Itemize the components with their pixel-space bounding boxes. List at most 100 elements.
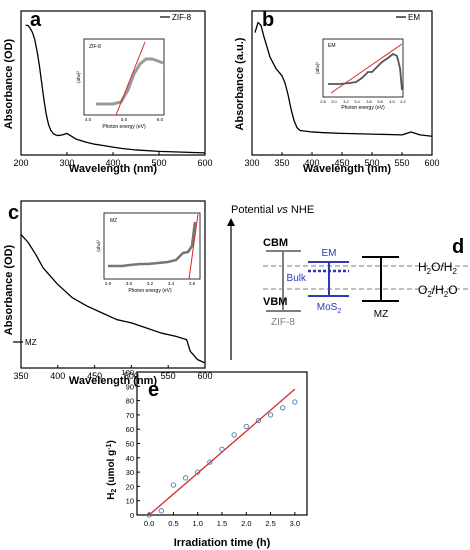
- x-tick-label: 350: [13, 371, 28, 381]
- x-tick-label: 400: [105, 158, 120, 168]
- y-tick-label: 60: [126, 425, 134, 434]
- inset-tick-b-1: 3.0: [331, 99, 337, 104]
- inset-curve-a: [96, 57, 164, 106]
- inset-tick-b-3: 3.4: [354, 99, 360, 104]
- x-tick-label: 500: [151, 158, 166, 168]
- x-tick-label: 2.0: [241, 519, 251, 528]
- legend-label-a: ZIF-8: [172, 13, 192, 22]
- diagram-title: Potential vs NHE: [231, 204, 314, 216]
- x-tick-label: 550: [161, 371, 176, 381]
- x-tick-label: 400: [304, 158, 319, 168]
- x-tick-label: 600: [197, 371, 212, 381]
- inset-frame-a: [83, 38, 165, 116]
- inset-curve-b: [328, 52, 403, 91]
- data-point: [207, 459, 213, 465]
- data-point: [255, 417, 262, 424]
- inset-tick-c-4: 3.6: [189, 281, 196, 286]
- inset-ylabel-c: (αhv)²: [96, 240, 101, 252]
- panel-a: a 200 300 400 500 600 Wavelength (nm) Absorb…: [3, 9, 213, 175]
- inset-tick-c-0: 2.8: [105, 281, 112, 286]
- inset-tick-b-0: 2.8: [320, 99, 326, 104]
- x-tick-label: 2.5: [265, 519, 275, 528]
- data-point: [280, 405, 286, 411]
- x-tick-label: 0.0: [144, 519, 154, 528]
- panel-e: e 0 10 20 30 40 50 60 70 80 90 100 0.0 0.5 1.0 1.5 2.0 2…: [106, 368, 308, 549]
- mz-label: MZ: [374, 309, 388, 320]
- x-tick-label: 1.0: [192, 519, 202, 528]
- x-tick-label: 350: [274, 158, 289, 168]
- series-line: [254, 21, 433, 137]
- legend-label-b: EM: [408, 13, 420, 22]
- x-tick-label: 300: [244, 158, 259, 168]
- data-point: [182, 475, 189, 481]
- panel-b: b 300 350 400 450 500 550 600 Wavelength (nm) …: [234, 9, 440, 175]
- inset-fit-b: [330, 43, 403, 94]
- x-tick-label: 450: [87, 371, 102, 381]
- inset-tick-a-2: 6.0: [157, 117, 164, 122]
- vbm-label: VBM: [263, 296, 287, 308]
- y-tick-label: 40: [126, 454, 134, 463]
- xlabel-c: Wavelength (nm): [69, 375, 158, 387]
- panel-label-e: e: [148, 379, 159, 401]
- x-tick-label: 500: [364, 158, 379, 168]
- y-tick-label: 50: [126, 440, 134, 449]
- inset-fit-a: [115, 41, 146, 116]
- ylabel-b: Absorbance (a.u.): [234, 37, 246, 130]
- x-tick-label: 3.0: [290, 519, 300, 528]
- x-tick-label: 400: [50, 371, 65, 381]
- data-point: [158, 508, 164, 514]
- y-tick-label: 70: [126, 411, 134, 420]
- inset-tick-b-5: 3.8: [377, 99, 383, 104]
- y-tick-label: 0: [130, 511, 134, 520]
- series-line: [20, 233, 206, 364]
- data-point: [195, 469, 201, 475]
- data-point: [170, 482, 177, 488]
- inset-xlabel-a: Photon energy (eV): [102, 124, 146, 130]
- xlabel-e: Irradiation time (h): [174, 537, 271, 549]
- inset-tick-b-4: 3.6: [366, 99, 372, 104]
- xlabel-a: Wavelength (nm): [69, 163, 158, 175]
- inset-tick-b-7: 4.2: [400, 99, 406, 104]
- inset-tick-c-3: 3.4: [168, 281, 175, 286]
- zif8-label: ZIF-8: [271, 317, 295, 328]
- inset-tick-b-2: 3.2: [343, 99, 349, 104]
- panel-c: c 350 400 450 500 550 600 Wavelength (nm) Abs…: [3, 200, 213, 387]
- inset-a: ZIF-8 4.0 5.0 6.0 Photon energy (eV) (αh…: [76, 38, 165, 130]
- inset-b: EM (αhv)² 2.8 3.0 3.2 3.4 3.6 3.8 4.0 4.…: [315, 38, 407, 111]
- mos2-label: MoS2: [317, 302, 342, 315]
- y-tick-label: 10: [126, 497, 134, 506]
- inset-tick-b-6: 4.0: [389, 99, 395, 104]
- inset-c: MZ (αhv)² 2.8 3.0 3.2 3.4 3.6 Photon ene…: [96, 212, 201, 294]
- data-point: [219, 446, 225, 452]
- ylabel-c: Absorbance (OD): [3, 244, 15, 335]
- x-tick-label: 600: [424, 158, 439, 168]
- x-tick-label: 600: [197, 158, 212, 168]
- em-label: EM: [322, 248, 337, 259]
- inset-tick-a-1: 5.0: [121, 117, 128, 122]
- x-tick-label: 500: [124, 371, 139, 381]
- inset-ylabel-a: (αhv)²: [76, 71, 81, 83]
- y-tick-label: 20: [126, 482, 134, 491]
- x-tick-label: 200: [13, 158, 28, 168]
- xlabel-b: Wavelength (nm): [303, 163, 392, 175]
- panel-label-a: a: [30, 9, 42, 31]
- panel-label-b: b: [262, 9, 274, 31]
- inset-tick-c-2: 3.2: [147, 281, 154, 286]
- ylabel-e: H2 (umol g-1): [106, 440, 118, 500]
- inset-tick-c-1: 3.0: [126, 281, 133, 286]
- inset-fit-c: [188, 213, 199, 280]
- legend-label-c: MZ: [25, 338, 37, 347]
- x-tick-label: 450: [334, 158, 349, 168]
- y-tick-label: 80: [126, 397, 134, 406]
- panel-label-d: d: [452, 236, 464, 258]
- y-tick-label: 100: [121, 368, 134, 377]
- y-tick-label: 90: [126, 382, 134, 391]
- inset-tick-a-0: 4.0: [85, 117, 92, 122]
- x-tick-label: 0.5: [168, 519, 178, 528]
- cbm-label: CBM: [263, 237, 288, 249]
- inset-curve-c: [108, 221, 197, 268]
- band-diagram-d: Potential vs NHE d CBM VBM ZIF-8 EM Bulk…: [227, 204, 470, 360]
- x-tick-label: 300: [59, 158, 74, 168]
- plot-frame-e: [136, 371, 308, 516]
